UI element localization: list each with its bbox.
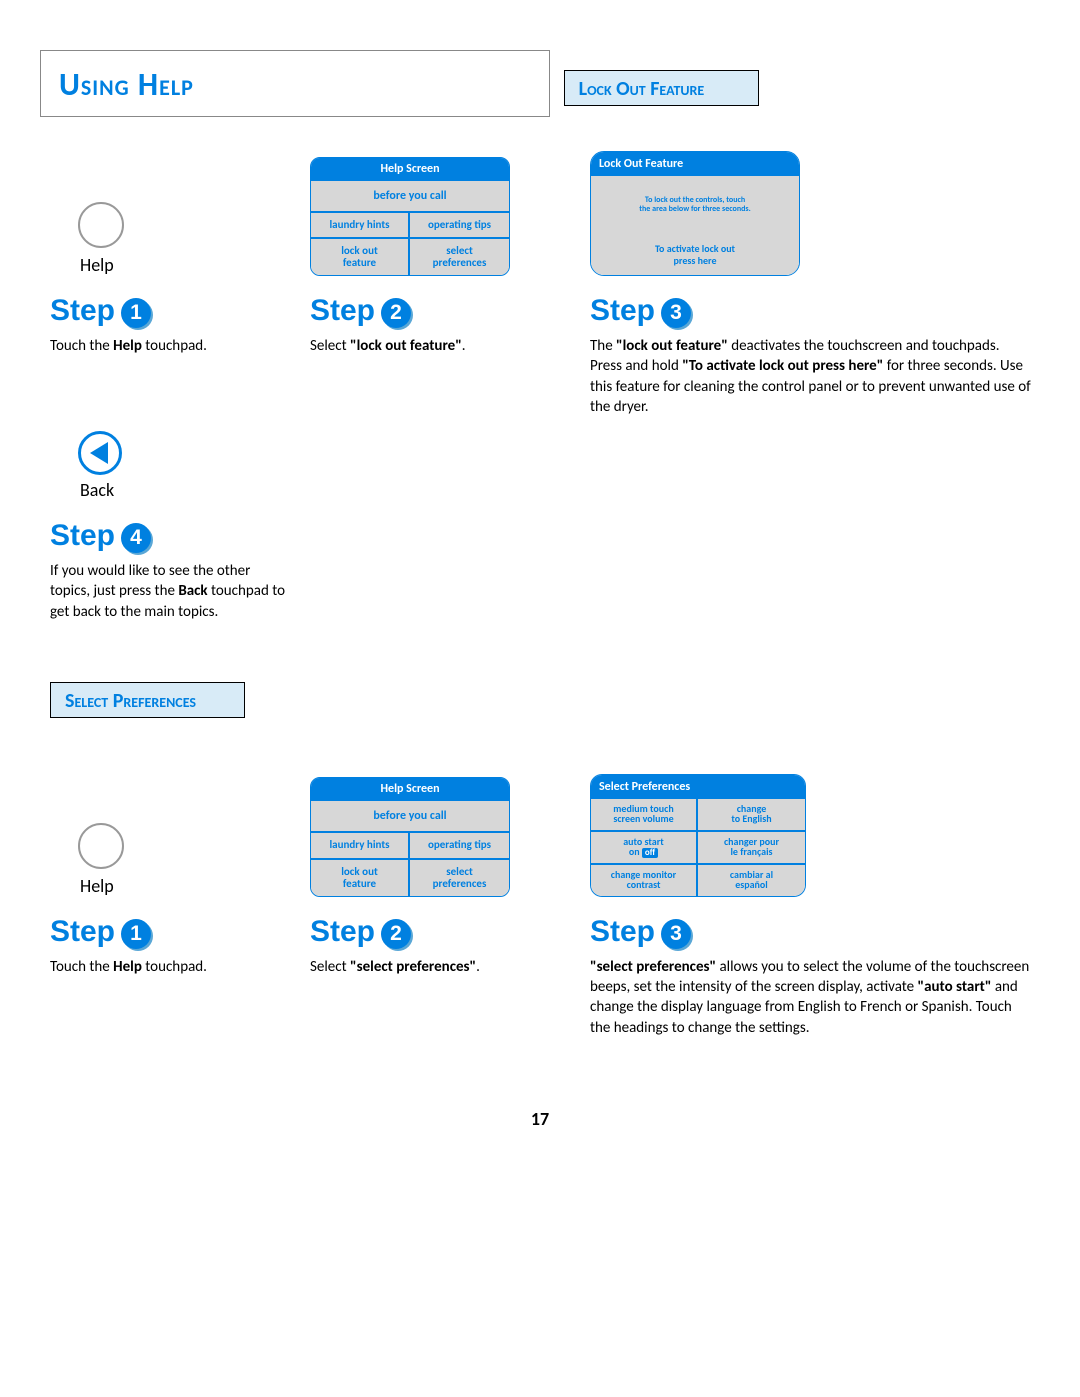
step-3-body: The "lock out feature" deactivates the t…	[590, 336, 1032, 417]
step-2-bullet: 2	[381, 298, 411, 328]
pref-volume[interactable]: medium touch screen volume	[591, 799, 698, 830]
lockout-instr-2: the area below for three seconds.	[597, 205, 793, 215]
section-label-prefs: Select Preferences	[50, 682, 245, 718]
help-touchpad[interactable]	[78, 202, 124, 248]
prefs-step-2-head: Step 2	[310, 915, 572, 949]
prefs-step-2-bullet: 2	[381, 919, 411, 949]
help-screen-title: Help Screen	[311, 158, 509, 180]
back-arrow-icon	[90, 442, 108, 464]
step-1-head: Step 1	[50, 294, 292, 328]
step-2-head: Step 2	[310, 294, 572, 328]
pref-screen-mock: Select Preferences medium touch screen v…	[590, 774, 806, 897]
prefs-step-3-bullet: 3	[661, 919, 691, 949]
prefs-step-1-bullet: 1	[121, 919, 151, 949]
help-screen-before-you-call[interactable]: before you call	[311, 180, 509, 211]
pref-contrast[interactable]: change monitor contrast	[591, 863, 698, 896]
step-3-bullet: 3	[661, 298, 691, 328]
pref-autostart[interactable]: auto start on off	[591, 830, 698, 863]
pref-francais[interactable]: changer pour le français	[698, 830, 805, 863]
help-screen-mock-2: Help Screen before you call laundry hint…	[310, 777, 510, 896]
pref-espanol[interactable]: cambiar al español	[698, 863, 805, 896]
step-4-body: If you would like to see the other topic…	[50, 561, 292, 622]
help-screen-operating-tips[interactable]: operating tips	[410, 213, 509, 237]
help-touchpad-2[interactable]	[78, 823, 124, 869]
prefs-step-1-head: Step 1	[50, 915, 292, 949]
lockout-screen-mock: Lock Out Feature To lock out the control…	[590, 151, 800, 276]
pref-english[interactable]: change to English	[698, 799, 805, 830]
step-4-bullet: 4	[121, 523, 151, 553]
help-touchpad-label: Help	[80, 254, 114, 276]
step-1-body: Touch the Help touchpad.	[50, 336, 292, 356]
prefs-step-3-body: "select preferences" allows you to selec…	[590, 957, 1032, 1038]
prefs-step-1-body: Touch the Help touchpad.	[50, 957, 292, 977]
page-number: 17	[40, 1108, 1040, 1130]
step-2-body: Select "lock out feature".	[310, 336, 572, 356]
help-screen-mock: Help Screen before you call laundry hint…	[310, 157, 510, 276]
help-screen-laundry-hints[interactable]: laundry hints	[311, 213, 410, 237]
help-touchpad-label-2: Help	[80, 875, 114, 897]
title-frame: Using Help	[40, 50, 550, 117]
step-3-head: Step 3	[590, 294, 1032, 328]
step-4-head: Step 4	[50, 519, 292, 553]
prefs-step-3-head: Step 3	[590, 915, 1032, 949]
back-touchpad[interactable]	[78, 431, 122, 475]
pref-screen-title: Select Preferences	[591, 775, 805, 799]
help-screen-select-prefs[interactable]: select preferences	[410, 239, 509, 275]
section-label-lockout: Lock Out Feature	[564, 70, 759, 106]
off-pill: off	[642, 848, 658, 857]
page-title: Using Help	[59, 65, 531, 104]
step-1-bullet: 1	[121, 298, 151, 328]
lockout-activate[interactable]: To activate lock out press here	[597, 243, 793, 267]
prefs-step-2-body: Select "select preferences".	[310, 957, 572, 977]
back-touchpad-label: Back	[80, 479, 114, 501]
help-screen-lock-out[interactable]: lock out feature	[311, 239, 410, 275]
lockout-screen-title: Lock Out Feature	[591, 152, 799, 176]
